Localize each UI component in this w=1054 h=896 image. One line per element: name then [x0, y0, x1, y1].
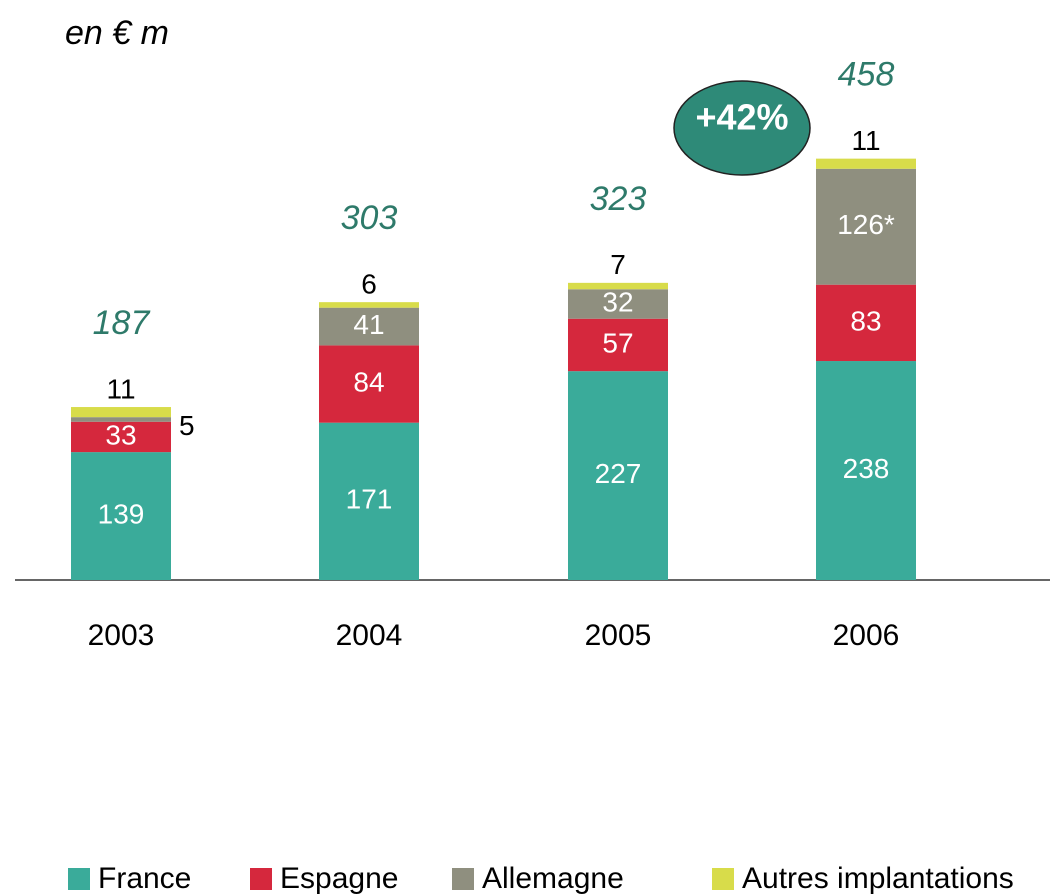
total-label: 458: [838, 56, 895, 94]
value-label: 11: [106, 373, 135, 404]
value-label: 32: [602, 286, 633, 317]
total-label: 187: [93, 304, 151, 342]
value-label: 11: [851, 125, 880, 156]
bar-segment: [319, 345, 419, 423]
bar-segment: [319, 422, 419, 580]
value-label: 171: [346, 484, 393, 515]
value-label: 139: [98, 498, 145, 529]
total-label: 323: [590, 180, 647, 218]
bar-segment: [319, 302, 419, 308]
x-tick-label: 2006: [833, 619, 900, 652]
unit-label: en € m: [65, 14, 169, 52]
value-label: 7: [610, 249, 626, 280]
total-label: 303: [341, 199, 398, 237]
value-label: 83: [850, 305, 881, 336]
value-label: 126*: [837, 209, 895, 240]
bar-segment: [568, 289, 668, 319]
bar-segment: [568, 371, 668, 580]
legend-swatch: [712, 868, 734, 890]
bar-segment: [816, 361, 916, 580]
bar-segment: [816, 168, 916, 285]
bar-segment: [816, 284, 916, 362]
legend-label: Autres implantations: [742, 862, 1014, 895]
bar-segment: [816, 158, 916, 169]
bar-segment: [71, 452, 171, 580]
value-label: 33: [105, 419, 136, 450]
bar-segment: [319, 307, 419, 346]
value-label: 41: [353, 309, 384, 340]
legend-label: Espagne: [280, 862, 398, 895]
legend-swatch: [250, 868, 272, 890]
legend-swatch: [452, 868, 474, 890]
legend-label: France: [98, 862, 191, 895]
growth-badge: [673, 80, 811, 176]
bar-segment: [71, 407, 171, 418]
legend-swatch: [68, 868, 90, 890]
value-label: 6: [361, 269, 377, 300]
bar-segment: [568, 282, 668, 290]
legend-label: Allemagne: [482, 862, 624, 895]
value-label: 84: [353, 366, 384, 397]
value-label: 57: [602, 327, 633, 358]
value-label: 238: [843, 453, 890, 484]
x-tick-label: 2005: [585, 619, 652, 652]
value-label: 5: [179, 410, 195, 441]
bar-segment: [71, 417, 171, 422]
x-tick-label: 2004: [336, 619, 403, 652]
growth-annotation: +42%: [695, 97, 788, 138]
value-label: 227: [595, 458, 642, 489]
x-tick-label: 2003: [88, 619, 155, 652]
bar-segment: [71, 421, 171, 453]
bar-segment: [568, 318, 668, 372]
